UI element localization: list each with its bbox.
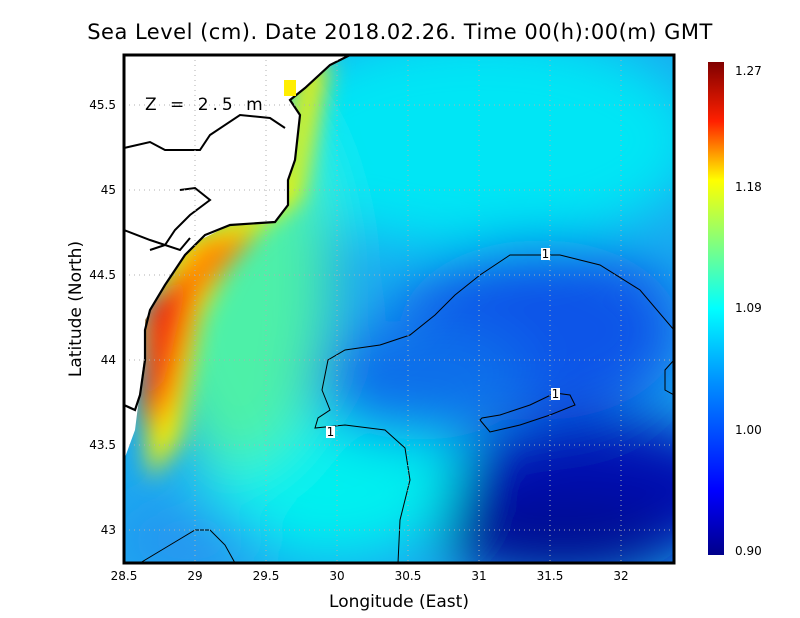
- x-tick-label: 29.5: [253, 569, 280, 583]
- x-tick-label: 31: [471, 569, 486, 583]
- sea-level-field: 1 1 1 Z = 2.5 m: [124, 55, 674, 563]
- y-axis: 43 43.5 44 44.5 45 45.5 Latitude (North): [66, 98, 116, 537]
- x-tick-label: 29: [187, 569, 202, 583]
- y-axis-label: Latitude (North): [66, 241, 86, 377]
- contour-label: 1: [541, 247, 550, 261]
- x-tick-label: 31.5: [537, 569, 564, 583]
- lake-patch: [284, 80, 296, 96]
- coastline-inland: [124, 113, 286, 252]
- land-mass: [124, 55, 350, 460]
- contour-label: 1: [551, 387, 560, 401]
- y-tick-label: 45: [101, 183, 116, 197]
- svg-text:1: 1: [552, 387, 560, 401]
- colorbar-tick: 1.00: [735, 423, 762, 437]
- x-axis-label: Longitude (East): [329, 592, 469, 612]
- contour-label: 1: [326, 425, 335, 439]
- y-tick-label: 44.5: [89, 268, 116, 282]
- colorbar-gradient: [708, 62, 724, 555]
- colorbar: 1.27 1.18 1.09 1.00 0.90: [708, 62, 762, 558]
- depth-annotation: Z = 2.5 m: [145, 95, 267, 115]
- x-axis: 28.5 29 29.5 30 30.5 31 31.5 32 Longitud…: [111, 569, 629, 612]
- x-tick-label: 28.5: [111, 569, 138, 583]
- y-tick-label: 45.5: [89, 98, 116, 112]
- x-tick-label: 30: [329, 569, 344, 583]
- x-tick-label: 32: [613, 569, 628, 583]
- grid: [124, 55, 674, 563]
- colorbar-tick: 1.18: [735, 180, 762, 194]
- colorbar-tick: 0.90: [735, 544, 762, 558]
- y-tick-label: 43.5: [89, 438, 116, 452]
- chart-title: Sea Level (cm). Date 2018.02.26. Time 00…: [87, 20, 713, 44]
- colorbar-tick: 1.27: [735, 64, 762, 78]
- colorbar-tick: 1.09: [735, 301, 762, 315]
- svg-text:1: 1: [542, 247, 550, 261]
- plot-frame: [122, 53, 676, 565]
- y-tick-label: 44: [101, 353, 116, 367]
- y-tick-label: 43: [101, 523, 116, 537]
- svg-text:1: 1: [327, 425, 335, 439]
- x-tick-label: 30.5: [395, 569, 422, 583]
